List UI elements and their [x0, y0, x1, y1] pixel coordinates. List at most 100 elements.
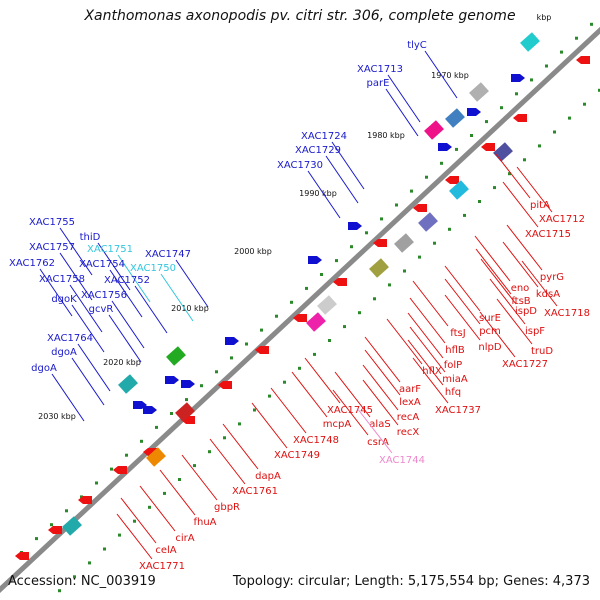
upper-gene-label: XAC1729: [295, 145, 341, 156]
lower-gene-label: hfq: [445, 387, 461, 398]
gc-dot: [140, 439, 143, 443]
upper-gene-label: dgoA: [51, 347, 77, 358]
gene-block: [493, 142, 513, 162]
upper-gene-label: XAC1747: [145, 249, 191, 260]
gene-block: [469, 82, 489, 102]
upper-leader-line: [51, 373, 85, 422]
gc-dot: [373, 297, 376, 301]
upper-leader-line: [385, 88, 419, 137]
gc-dot: [493, 186, 496, 190]
reverse-gene-arrow: [255, 346, 269, 354]
forward-gene-arrow: [511, 74, 525, 82]
gc-dot: [125, 453, 128, 457]
lower-leader-line: [516, 166, 553, 213]
upper-gene-label: XAC1730: [277, 160, 323, 171]
lower-gene-label: surE: [479, 313, 501, 324]
gc-dot: [425, 175, 428, 179]
upper-leader-line: [59, 227, 93, 276]
gc-dot: [335, 259, 338, 263]
reverse-gene-arrow: [373, 239, 387, 247]
gc-dot: [283, 380, 286, 384]
lower-gene-label: XAC1761: [232, 486, 278, 497]
lower-gene-label: XAC1745: [327, 405, 373, 416]
gc-dot: [560, 50, 563, 54]
gc-dot: [343, 325, 346, 329]
gc-dot: [575, 36, 578, 40]
gc-dot: [178, 478, 181, 481]
upper-leader-line: [387, 74, 421, 123]
gene-block: [445, 108, 465, 128]
lower-leader-line: [506, 224, 543, 271]
lower-gene-label: ispD: [515, 306, 537, 317]
lower-gene-label: ispF: [525, 326, 545, 337]
upper-gene-label: XAC1762: [9, 258, 55, 269]
lower-leader-line: [409, 297, 446, 344]
lower-gene-label: truD: [531, 346, 553, 357]
lower-gene-label: XAC1727: [502, 359, 548, 370]
gc-dot: [305, 286, 308, 290]
gc-dot: [328, 339, 331, 342]
gene-block: [424, 120, 444, 140]
upper-gene-label: dgoA: [31, 363, 57, 374]
gc-dot: [545, 64, 548, 68]
gc-dot: [538, 144, 541, 148]
accession-text: Accession: NC_003919: [8, 574, 156, 589]
lower-gene-label: pyrG: [540, 272, 564, 283]
genome-stats-text: Topology: circular; Length: 5,175,554 bp…: [232, 574, 590, 589]
lower-gene-label: fhuA: [193, 517, 216, 528]
lower-leader-line: [159, 469, 196, 516]
upper-leader-line: [69, 284, 103, 333]
lower-leader-line: [407, 339, 444, 386]
genome-backbone-line: [0, 26, 600, 593]
lower-leader-line: [356, 407, 393, 454]
lower-leader-line: [412, 357, 449, 404]
lower-gene-label: csrA: [367, 437, 389, 448]
gc-dot: [320, 273, 323, 276]
lower-leader-line: [407, 312, 444, 359]
gc-dot: [358, 311, 361, 315]
lower-gene-label: mcpA: [323, 419, 352, 430]
upper-gene-label: XAC1750: [130, 263, 176, 274]
gene-block: [175, 402, 195, 422]
lower-leader-line: [304, 357, 341, 404]
gc-dot: [568, 116, 571, 120]
lower-leader-line: [444, 294, 481, 341]
upper-leader-line: [160, 273, 194, 322]
gc-dot: [245, 342, 248, 346]
gc-dot: [403, 269, 406, 273]
gc-dot: [155, 425, 158, 429]
reverse-gene-arrow: [78, 496, 92, 504]
lower-leader-line: [489, 278, 526, 325]
lower-leader-line: [120, 497, 157, 544]
gc-dot: [80, 495, 83, 499]
lower-leader-line: [409, 326, 446, 373]
upper-gene-label: XAC1764: [47, 333, 93, 344]
upper-gene-label: XAC1754: [79, 259, 125, 270]
lower-gene-label: XAC1744: [379, 455, 425, 466]
lower-gene-label: dapA: [255, 471, 281, 482]
lower-leader-line: [444, 265, 481, 312]
lower-leader-line: [139, 485, 176, 532]
reverse-gene-arrow: [293, 314, 307, 322]
upper-gene-label: XAC1758: [39, 274, 85, 285]
gene-block: [317, 295, 337, 315]
reverse-gene-arrow: [333, 278, 347, 286]
upper-gene-label: parE: [367, 78, 390, 89]
gc-dot: [448, 227, 451, 231]
gc-dot: [148, 505, 151, 509]
lower-gene-label: miaA: [442, 374, 468, 385]
lower-gene-label: XAC1715: [525, 229, 571, 240]
upper-leader-line: [109, 269, 143, 318]
lower-gene-label: ftsJ: [450, 328, 465, 339]
gc-dot: [410, 189, 413, 193]
gc-dot: [65, 509, 68, 513]
upper-leader-line: [77, 343, 111, 392]
gc-dot: [260, 328, 263, 332]
lower-gene-label: XAC1712: [539, 214, 585, 225]
gene-block: [146, 447, 166, 467]
gc-dot: [275, 314, 278, 318]
gc-dot: [208, 450, 211, 454]
lower-leader-line: [475, 248, 512, 295]
kbp-tick-label: 2020 kbp: [103, 358, 141, 367]
lower-leader-line: [502, 181, 539, 228]
